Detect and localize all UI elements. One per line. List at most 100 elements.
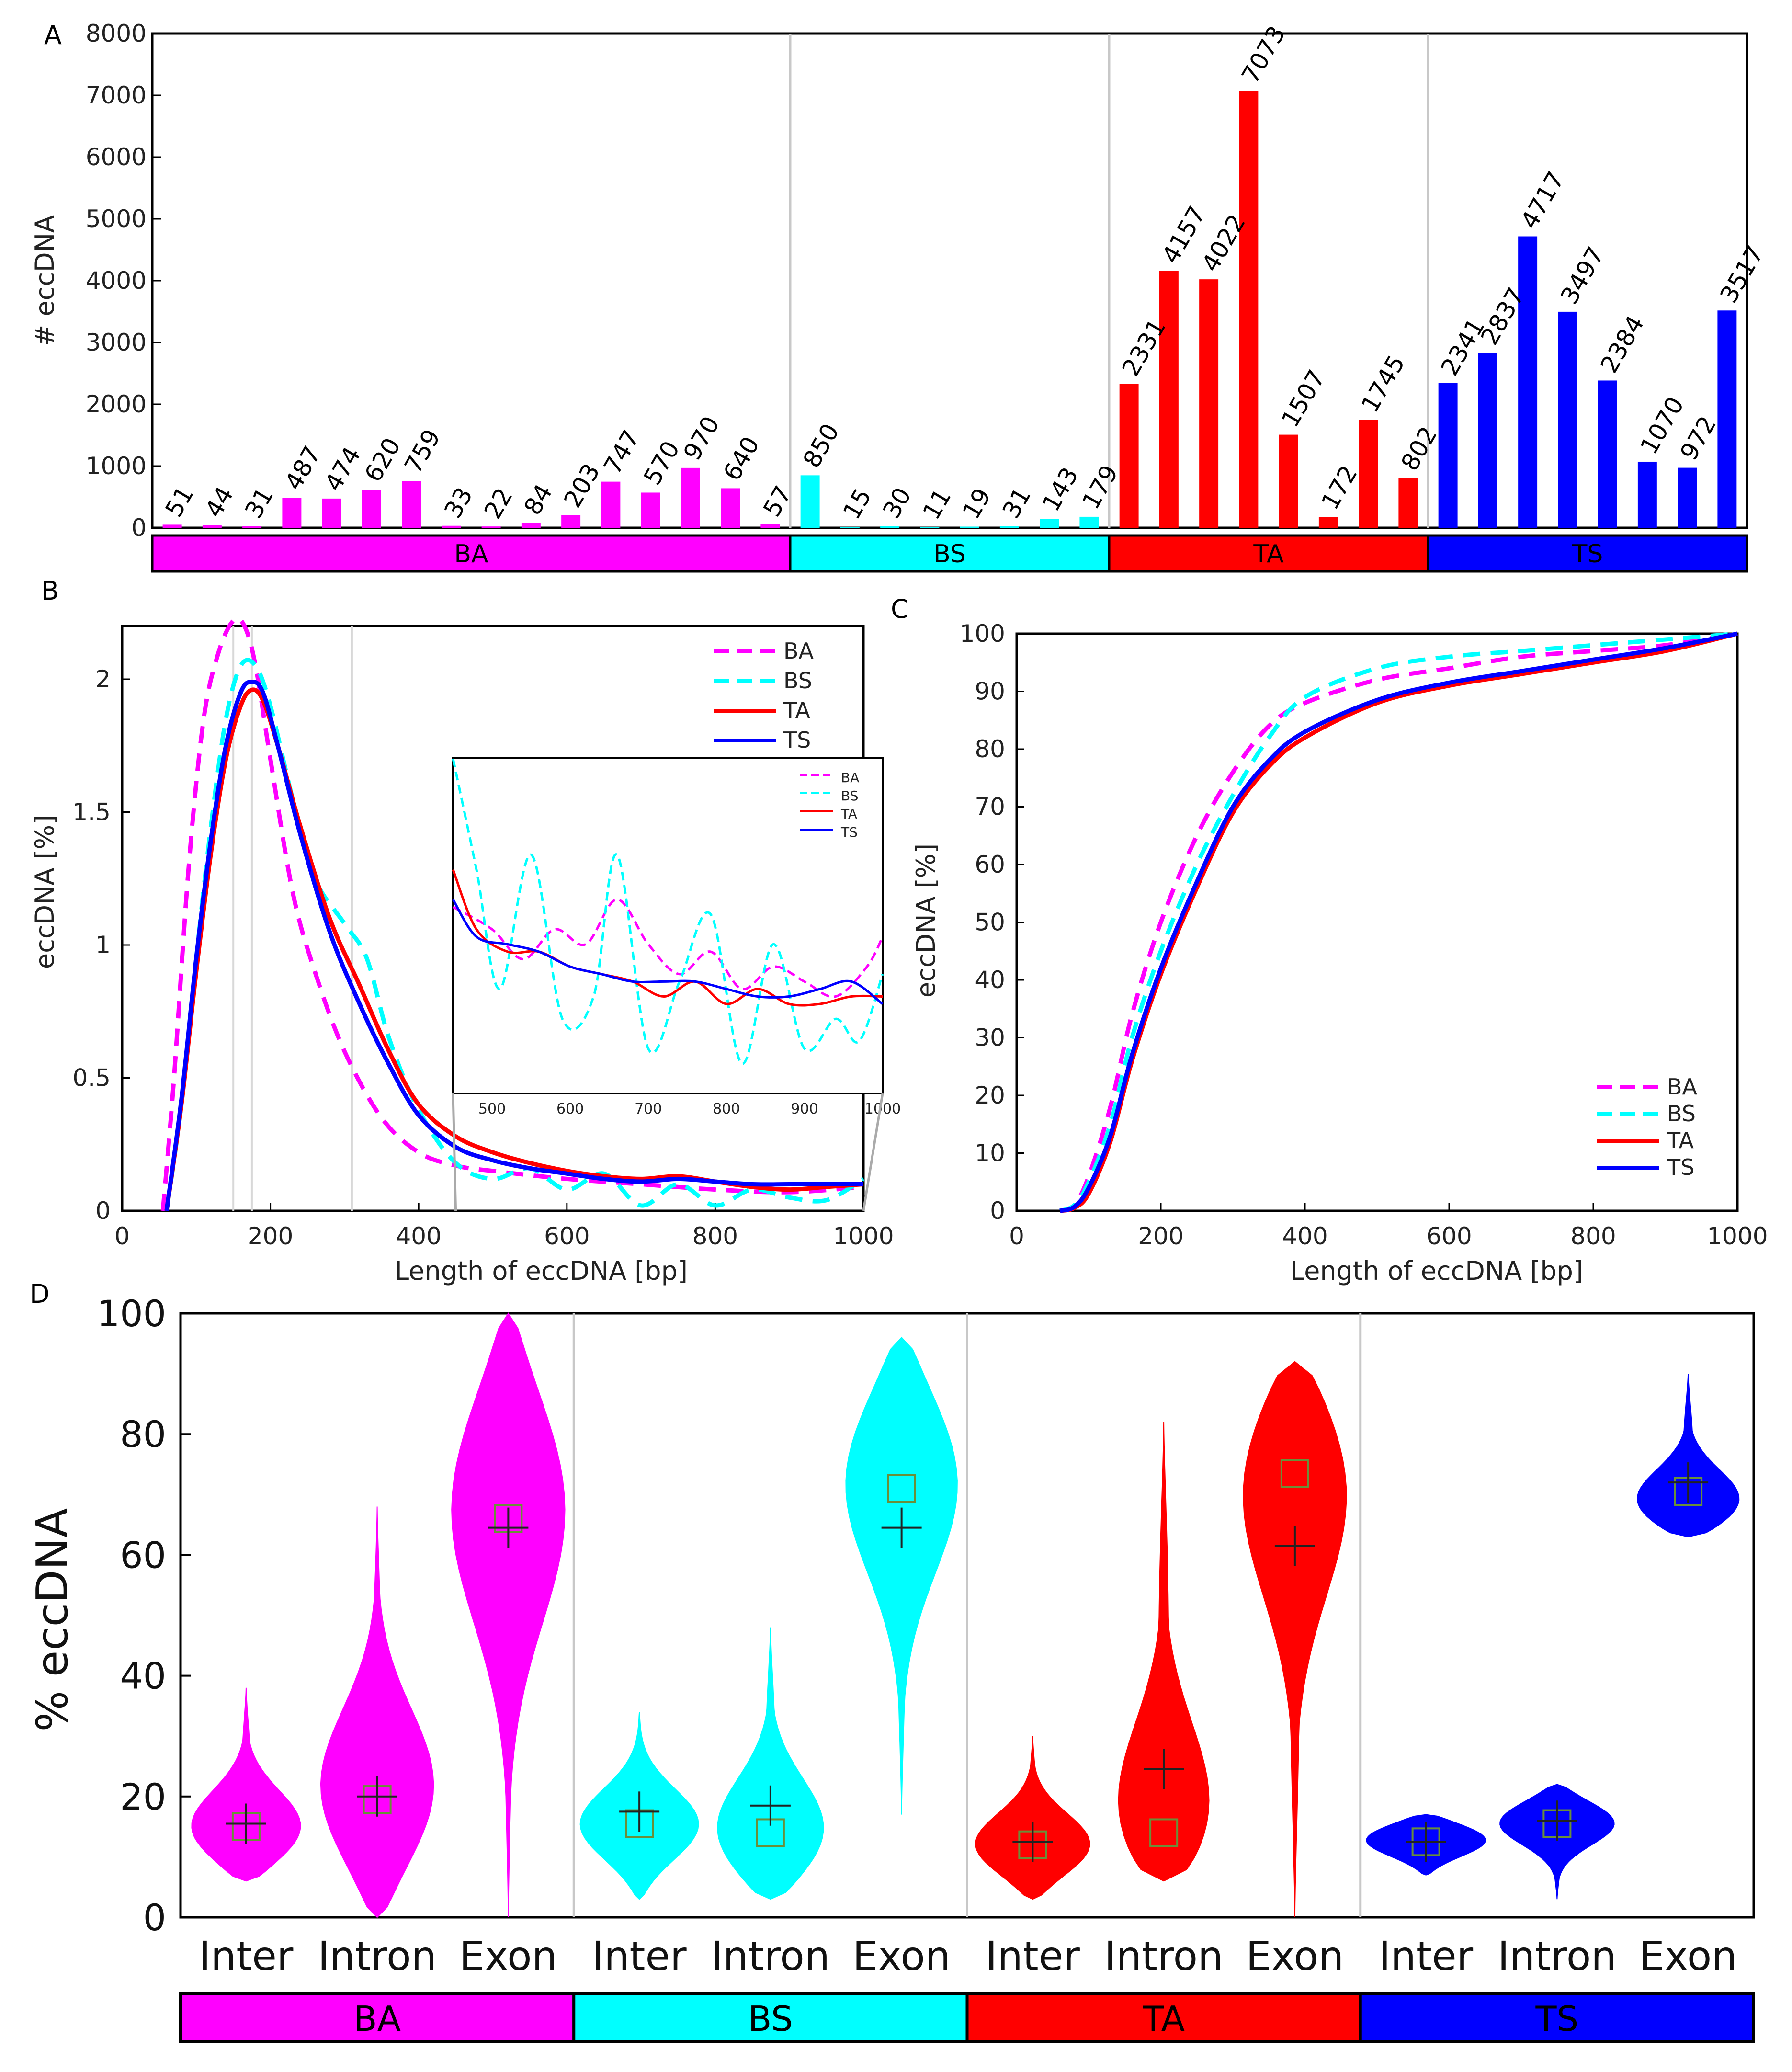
x-tick-label: 200 (248, 1222, 293, 1250)
legend-label: BA (783, 638, 814, 664)
panel-a-bar-ba (362, 490, 381, 528)
legend-label: BS (841, 788, 859, 804)
panel-a-bar-ba (521, 523, 541, 528)
panel-b-legend: BA BS TA TS (714, 638, 814, 753)
panel-d-y-tick-label: 100 (97, 1292, 166, 1335)
panel-d-category-label: Intron (318, 1933, 436, 1980)
panel-d: 0 20 40 60 80 100 Inter Intron Exon Inter Intron E… (27, 1292, 1755, 2043)
panel-a-bar-value: 4717 (1515, 167, 1570, 233)
panel-a-group-ta (1108, 534, 1429, 573)
panel-a-bar-value: 970 (678, 411, 725, 465)
legend-label: TS (1667, 1154, 1694, 1180)
violin-median-marker (1149, 1818, 1179, 1847)
legend-label: TS (783, 727, 811, 753)
panel-a-group-ba (151, 534, 792, 573)
panel-a-bar-ts (1678, 467, 1697, 528)
series-line-ts (164, 680, 863, 1211)
panel-a-bar-bs (800, 475, 820, 528)
panel-a-bar-ba (202, 525, 222, 528)
panel-a-bar-ba (760, 524, 780, 528)
panel-a-bar-value: 640 (718, 432, 765, 486)
panel-a-y-tick-label: 0 (131, 514, 147, 542)
y-tick-label: 20 (975, 1082, 1005, 1109)
panel-a-y-tick-label: 8000 (86, 20, 147, 47)
violin-bs-exon (845, 1336, 958, 1815)
panel-a-y-ticks: 0 1000 2000 3000 4000 5000 6000 7000 8000 (86, 20, 161, 542)
x-tick-label: 600 (1426, 1222, 1472, 1250)
inset-x-tick-label: 1000 (864, 1101, 901, 1117)
x-tick-label: 600 (544, 1222, 590, 1250)
panel-d-y-tick-label: 80 (120, 1413, 166, 1456)
panel-a-bar-value: 3517 (1715, 241, 1769, 307)
panel-a-bar-value: 11 (918, 484, 957, 524)
y-tick-label: 10 (975, 1139, 1005, 1167)
panel-a-group-label: BA (454, 540, 488, 569)
x-tick-label: 800 (692, 1222, 738, 1250)
series-line-bs (1059, 631, 1738, 1213)
panel-a-bar-ta (1199, 279, 1219, 528)
violin-mean-marker (1012, 1822, 1053, 1862)
panel-d-group-label: TS (1535, 1999, 1579, 2039)
inset-line-ts (452, 899, 884, 1005)
violin-median-marker (887, 1474, 916, 1503)
violin-mean-marker (1537, 1800, 1577, 1841)
panel-a-bar-value: 570 (638, 436, 685, 490)
panel-a-bar-ts (1637, 461, 1657, 528)
panel-a-y-tick-label: 7000 (86, 81, 147, 109)
panel-a-bar-value: 2384 (1595, 311, 1650, 377)
violin-mean-marker (226, 1803, 266, 1844)
panel-letter-d: D (30, 1279, 50, 1309)
panel-a-bar-ba (322, 498, 341, 528)
panel-c-axes: 0 200 400 600 800 1000 0 10 20 30 40 50 60 70 80 90 100 (960, 620, 1768, 1250)
panel-b-y-axis-label: eccDNA [%] (30, 815, 60, 969)
panel-a-group-label: TA (1253, 540, 1284, 569)
panel-a-bar-value: 172 (1316, 461, 1363, 514)
violin-mean-marker (488, 1507, 529, 1548)
x-tick-label: 400 (1282, 1222, 1327, 1250)
panel-a-y-tick-label: 2000 (86, 390, 147, 418)
y-tick-label: 90 (975, 678, 1005, 706)
y-tick-label: 2 (95, 665, 111, 693)
panel-d-group-bar: BA BS TA TS (179, 1992, 1755, 2043)
panel-d-y-tick-label: 20 (120, 1776, 166, 1818)
panel-a-bar-value: 747 (599, 425, 646, 479)
panel-a-group-label: TS (1572, 540, 1603, 569)
panel-a-bar-value: 1507 (1276, 365, 1331, 432)
panel-a-bar-ta (1159, 271, 1179, 528)
panel-a-bar-value: 143 (1037, 463, 1084, 516)
panel-a-bar-ts (1598, 380, 1617, 528)
panel-a-bar-bs (840, 527, 860, 528)
inset-line-ba (452, 898, 884, 998)
inset-x-tick-label: 600 (556, 1101, 584, 1117)
panel-d-category-label: Intron (1497, 1933, 1616, 1980)
panel-a-bar-value: 1745 (1356, 351, 1410, 417)
panel-c: 0 200 400 600 800 10000102030405060708090100 … (911, 620, 1768, 1286)
inset-x-tick-label: 900 (791, 1101, 818, 1117)
violin-ts-intron (1499, 1784, 1615, 1900)
panel-d-category-label: Inter (986, 1933, 1080, 1980)
panel-d-group-ba (179, 1992, 576, 2043)
panel-a-bar-value: 203 (558, 459, 605, 512)
panel-a-group-label: BS (933, 540, 966, 569)
panel-d-group-label: BS (748, 1999, 793, 2039)
panel-a-bar-ba (641, 492, 660, 528)
violin-mean-marker (750, 1785, 791, 1826)
y-tick-label: 0 (95, 1197, 111, 1225)
panel-d-group-label: TA (1142, 1999, 1185, 2039)
panel-d-category-labels: Inter Intron Exon Inter Intron Exon Inter Intro… (199, 1933, 1737, 1980)
panel-b-axes: 0 200 400 600 800 1000 0 0.5 1 1.5 2 (72, 625, 894, 1250)
violin-mean-marker (1668, 1462, 1709, 1503)
panel-a-bar-ta (1239, 91, 1259, 528)
panel-a-bar-value: 31 (997, 483, 1036, 523)
panel-a-bar-value: 179 (1077, 460, 1124, 514)
legend-label: BS (1667, 1101, 1696, 1127)
panel-d-y-tick-label: 0 (143, 1896, 166, 1939)
inset-connector (862, 1093, 884, 1211)
violin-median-marker (1280, 1459, 1309, 1488)
panel-d-category-label: Exon (1639, 1933, 1737, 1980)
violin-mean-marker (357, 1776, 397, 1817)
x-tick-label: 800 (1570, 1222, 1616, 1250)
panel-c-x-axis-label: Length of eccDNA [bp] (1290, 1256, 1583, 1286)
